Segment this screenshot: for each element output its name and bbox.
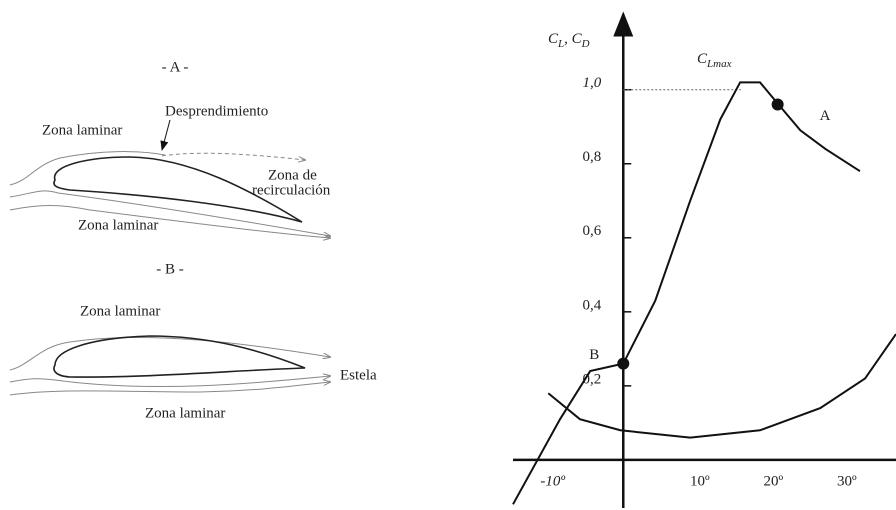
- label: Zona laminar: [80, 303, 160, 319]
- airfoil: [53, 156, 303, 223]
- label: Estela: [340, 367, 377, 383]
- title-b: - B -: [156, 261, 184, 277]
- x-tick-label: 10º: [690, 473, 710, 489]
- diagram: - A - Desprendimiento Zona laminar Zona …: [9, 59, 377, 421]
- streamline: [9, 190, 330, 236]
- streamline: [9, 151, 166, 186]
- y-tick-label: 0,8: [583, 149, 602, 165]
- annotation: CLmax: [697, 51, 732, 69]
- label: Zona de: [268, 167, 317, 183]
- title-a: - A -: [162, 59, 189, 75]
- streamline: [9, 382, 330, 396]
- label-part: Lmax: [706, 58, 732, 70]
- point-label: B: [589, 347, 599, 363]
- y-axis-label: CL, CD: [548, 31, 590, 49]
- label: Zona laminar: [145, 405, 225, 421]
- airfoil: [53, 335, 306, 378]
- label: recirculación: [252, 182, 331, 198]
- label-part: C: [548, 31, 559, 47]
- x-tick-label: -10º: [540, 473, 565, 489]
- streamline: [9, 205, 330, 239]
- curve: [547, 333, 896, 439]
- label: Desprendimiento: [165, 103, 268, 119]
- y-tick-label: 0,4: [583, 297, 602, 313]
- label-part: C: [697, 51, 708, 67]
- label-part: L: [557, 38, 564, 50]
- point: [771, 98, 784, 111]
- label-part: D: [581, 38, 590, 50]
- point-label: A: [820, 108, 831, 124]
- streamline: [9, 336, 330, 371]
- label: Zona laminar: [42, 122, 122, 138]
- x-tick-label: 20º: [763, 473, 783, 489]
- label: Zona laminar: [78, 217, 158, 233]
- streamline: [9, 376, 330, 388]
- arrow: [160, 119, 171, 151]
- point: [617, 357, 630, 370]
- y-tick-label: 0,6: [583, 223, 602, 239]
- y-tick-label: 1,0: [583, 75, 602, 91]
- label-part: , C: [564, 31, 583, 47]
- curve: [512, 81, 861, 505]
- streamline: [161, 152, 305, 160]
- x-tick-label: 30º: [837, 473, 857, 489]
